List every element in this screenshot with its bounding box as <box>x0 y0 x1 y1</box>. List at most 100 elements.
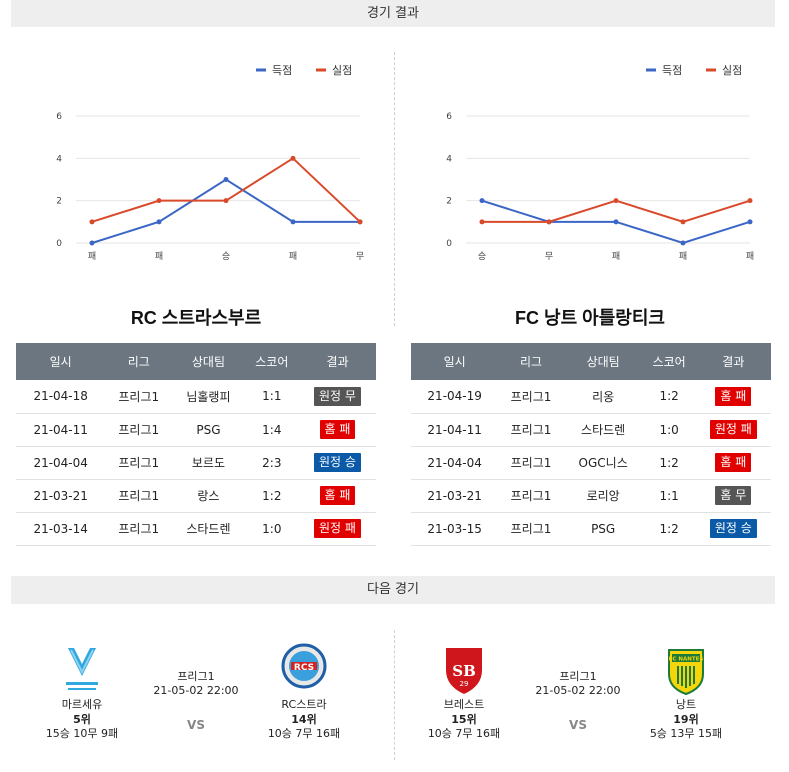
col-score: 스코어 <box>244 343 299 380</box>
data-point-scored <box>613 219 619 225</box>
table-row: 21-03-21 프리그1 로리앙 1:1 홈 무 <box>411 479 771 513</box>
result-badge: 원정 무 <box>314 386 361 406</box>
table-row: 21-04-18 프리그1 님홀랭피 1:1 원정 무 <box>16 380 376 414</box>
section-divider <box>394 52 395 326</box>
y-tick-label: 4 <box>56 154 62 164</box>
match-datetime: 21-05-02 22:00 <box>535 684 621 697</box>
match-info: 프리그1 21-05-02 22:00 <box>518 670 638 698</box>
cell-score: 1:1 <box>642 479 696 513</box>
data-point-scored <box>290 219 296 225</box>
cell-result: 홈 패 <box>298 413 376 447</box>
table-header-row: 일시 리그 상대팀 스코어 결과 <box>16 343 376 380</box>
cell-opponent: OGC니스 <box>563 446 643 480</box>
next-match-left: 마르세유 5위 15승 10무 9패 프리그1 21-05-02 22:00 V… <box>16 632 376 762</box>
result-badge: 원정 승 <box>709 519 757 538</box>
cell-league: 프리그1 <box>498 380 564 414</box>
team-rank: 19위 <box>673 713 699 726</box>
strasbourg-logo-icon: RCS <box>281 643 327 689</box>
cell-score: 1:2 <box>642 380 696 414</box>
line-chart-right: 득점 실점 0 2 4 6 승 무 패 패 패 <box>446 64 754 262</box>
team-title-left: RC 스트라스부르 <box>130 308 262 328</box>
cell-date: 21-04-19 <box>411 380 499 414</box>
x-tick-label: 승 <box>222 251 230 262</box>
team-record: 10승 7무 16패 <box>267 727 341 740</box>
brest-logo-icon: SB 29 <box>446 648 482 694</box>
svg-text:FC NANTES: FC NANTES <box>669 657 704 663</box>
cell-result: 홈 패 <box>695 380 771 414</box>
x-tick-label: 패 <box>155 251 163 262</box>
table-row: 21-04-04 프리그1 보르도 2:3 원정 승 <box>16 446 376 480</box>
cell-league: 프리그1 <box>105 413 173 447</box>
x-tick-label: 패 <box>679 251 687 262</box>
x-tick-label: 패 <box>612 251 620 262</box>
cell-opponent: PSG <box>563 512 643 546</box>
result-badge: 홈 무 <box>715 486 752 505</box>
series-line-conceded <box>482 199 751 223</box>
cell-result: 홈 무 <box>695 479 771 513</box>
team-record: 5승 13무 15패 <box>649 727 723 740</box>
table-row: 21-04-19 프리그1 리옹 1:2 홈 패 <box>411 380 771 414</box>
vs-label: VS <box>187 718 205 732</box>
cell-result: 원정 패 <box>695 413 771 447</box>
x-tick-label: 승 <box>478 251 486 262</box>
legend-label: 실점 <box>332 64 352 77</box>
team-name: RC스트라 <box>281 698 327 711</box>
results-table-left: 일시 리그 상대팀 스코어 결과 21-04-18 프리그1 님홀랭피 1:1 원정 무… <box>16 343 376 546</box>
data-point-conceded <box>357 219 363 225</box>
cell-opponent: PSG <box>172 413 245 447</box>
team-rank: 5위 <box>73 713 91 726</box>
vs-label: VS <box>569 718 587 732</box>
cell-score: 1:2 <box>642 446 696 480</box>
cell-score: 1:0 <box>642 413 696 447</box>
col-opponent: 상대팀 <box>172 343 245 380</box>
cell-result: 원정 승 <box>695 512 771 546</box>
match-league: 프리그1 <box>559 670 597 683</box>
x-tick-label: 무 <box>545 251 553 262</box>
cell-league: 프리그1 <box>498 413 564 447</box>
cell-result: 원정 무 <box>298 380 376 414</box>
data-point-conceded <box>89 219 95 225</box>
result-badge: 원정 패 <box>314 519 361 538</box>
marseille-logo-icon <box>66 648 98 690</box>
data-point-conceded <box>290 155 296 161</box>
data-point-scored <box>223 177 229 182</box>
data-point-scored <box>156 219 162 225</box>
away-team: FC NANTES 낭트 19위 5승 13무 15패 <box>626 642 746 741</box>
cell-date: 21-04-11 <box>411 413 499 447</box>
table-row: 21-03-21 프리그1 랑스 1:2 홈 패 <box>16 479 376 513</box>
cell-date: 21-03-14 <box>16 512 106 546</box>
home-team: 마르세유 5위 15승 10무 9패 <box>22 642 142 741</box>
team-name: 브레스트 <box>443 698 485 711</box>
cell-league: 프리그1 <box>498 446 564 480</box>
match-info: 프리그1 21-05-02 22:00 <box>136 670 256 698</box>
legend-label: 득점 <box>662 64 682 77</box>
legend-label: 득점 <box>272 64 292 77</box>
result-badge: 원정 승 <box>314 453 361 472</box>
cell-league: 프리그1 <box>105 446 173 480</box>
table-row: 21-04-11 프리그1 PSG 1:4 홈 패 <box>16 413 376 447</box>
home-team: SB 29 브레스트 15위 10승 7무 16패 <box>404 642 524 741</box>
cell-league: 프리그1 <box>105 380 173 414</box>
cell-result: 홈 패 <box>695 446 771 480</box>
result-badge: 원정 패 <box>709 420 757 439</box>
cell-date: 21-04-04 <box>16 446 106 480</box>
result-badge: 홈 패 <box>319 486 356 505</box>
team-rank: 14위 <box>291 713 317 726</box>
cell-league: 프리그1 <box>105 479 173 513</box>
cell-result: 원정 승 <box>298 446 376 480</box>
cell-date: 21-04-04 <box>411 446 499 480</box>
result-badge: 홈 패 <box>715 386 752 406</box>
cell-score: 1:1 <box>244 380 299 414</box>
svg-text:SB: SB <box>452 662 476 680</box>
col-league: 리그 <box>105 343 173 380</box>
cell-opponent: 스타드렌 <box>172 512 245 546</box>
results-section-title: 경기 결과 <box>11 0 775 27</box>
x-tick-label: 무 <box>356 251 364 262</box>
svg-text:29: 29 <box>460 680 469 688</box>
cell-score: 1:0 <box>244 512 299 546</box>
chart-right: 득점 실점 0 2 4 6 승 무 패 패 패 <box>420 58 780 268</box>
svg-text:RCS: RCS <box>294 663 314 673</box>
next-match-section-title: 다음 경기 <box>11 576 775 604</box>
cell-league: 프리그1 <box>498 512 564 546</box>
col-date: 일시 <box>411 343 499 380</box>
